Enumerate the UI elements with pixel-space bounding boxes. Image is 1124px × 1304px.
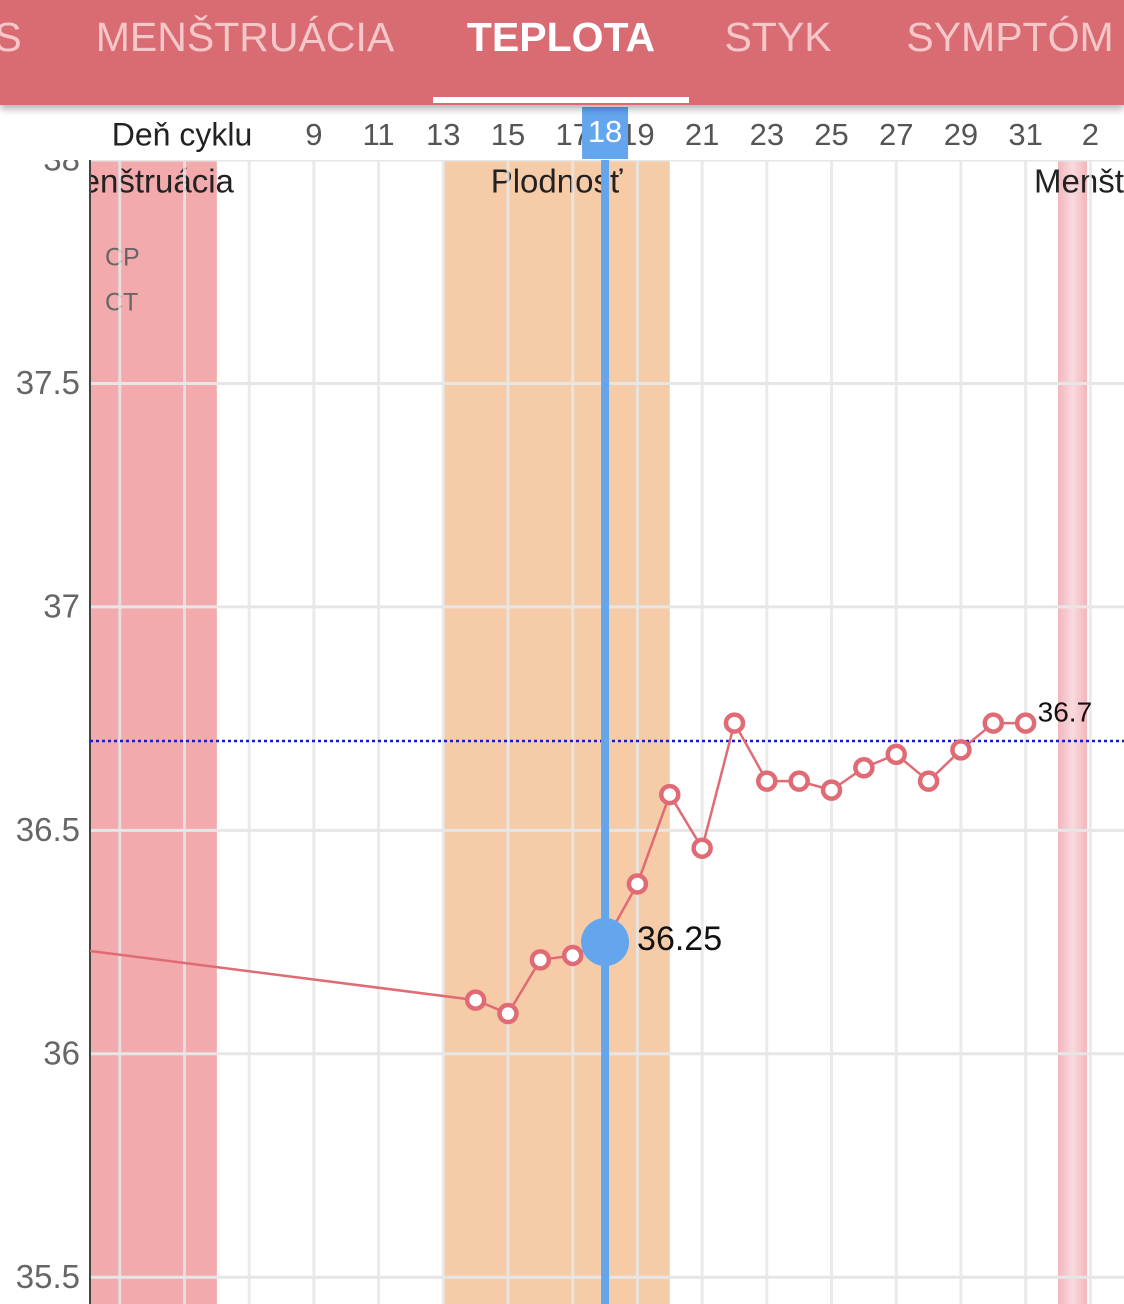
x-axis-title: Deň cyklu bbox=[112, 116, 253, 152]
tab[interactable]: SYMPTÓM bbox=[906, 14, 1113, 60]
temp-point[interactable] bbox=[691, 837, 713, 859]
x-tick-label: 31 bbox=[1008, 117, 1042, 152]
y-tick-label: 35.5 bbox=[16, 1258, 80, 1295]
x-tick-label: 23 bbox=[750, 117, 784, 152]
band-shade bbox=[1058, 160, 1088, 1304]
x-tick-label: 27 bbox=[879, 117, 913, 152]
phase-label: Plodnosť bbox=[491, 163, 623, 200]
x-tick-label: 9 bbox=[305, 117, 322, 152]
selected-day: 18 bbox=[588, 114, 622, 149]
temp-point[interactable] bbox=[626, 873, 649, 895]
x-tick-label: 21 bbox=[685, 117, 719, 152]
x-tick-label: 2 bbox=[1082, 117, 1099, 152]
temp-point[interactable] bbox=[1014, 712, 1037, 734]
phase-label: Menštruácia bbox=[1034, 163, 1124, 200]
tab[interactable]: S bbox=[0, 14, 22, 60]
temp-point[interactable] bbox=[982, 712, 1005, 734]
temp-point[interactable] bbox=[820, 779, 843, 801]
y-tick-label: 36 bbox=[43, 1034, 80, 1071]
y-tick-label: 37 bbox=[43, 588, 80, 625]
selected-day-box bbox=[582, 107, 629, 159]
temp-point[interactable] bbox=[464, 989, 487, 1011]
temp-point[interactable] bbox=[561, 944, 584, 967]
x-tick-label: 11 bbox=[362, 117, 394, 152]
temp-point[interactable] bbox=[917, 770, 940, 792]
y-tick-label: 37.5 bbox=[16, 364, 80, 401]
tab[interactable]: MENŠTRUÁCIA bbox=[96, 14, 395, 60]
day-row bbox=[0, 105, 1124, 160]
tab-bar bbox=[0, 0, 1124, 105]
selected-value: 36.25 bbox=[637, 920, 722, 958]
temp-point[interactable] bbox=[756, 770, 778, 792]
y-tick-label: 36.5 bbox=[16, 811, 80, 848]
temp-point[interactable] bbox=[950, 739, 972, 761]
selected-point bbox=[581, 918, 630, 967]
x-tick-label: 25 bbox=[814, 117, 848, 152]
coverline-label: 36.7 bbox=[1038, 696, 1093, 727]
phase-band bbox=[443, 160, 670, 1304]
tab-underline bbox=[433, 97, 689, 103]
x-tick-label: 29 bbox=[944, 117, 978, 152]
phase-label: Menštruácia bbox=[54, 163, 234, 200]
temp-point[interactable] bbox=[497, 1002, 519, 1025]
x-tick-label: 15 bbox=[491, 117, 525, 152]
temp-point[interactable] bbox=[659, 783, 681, 806]
tab[interactable]: STYK bbox=[724, 14, 831, 60]
row-code: CP bbox=[105, 244, 140, 272]
row-code: CT bbox=[105, 289, 138, 317]
temp-point[interactable] bbox=[885, 743, 907, 766]
temp-point[interactable] bbox=[853, 757, 875, 779]
tab[interactable]: TEPLOTA bbox=[467, 14, 655, 60]
temp-point[interactable] bbox=[529, 949, 552, 971]
phase-band bbox=[90, 160, 217, 1304]
x-tick-label: 13 bbox=[426, 117, 460, 152]
temp-point[interactable] bbox=[47, 938, 64, 955]
temp-point[interactable] bbox=[788, 770, 810, 792]
temp-point[interactable] bbox=[723, 712, 746, 734]
